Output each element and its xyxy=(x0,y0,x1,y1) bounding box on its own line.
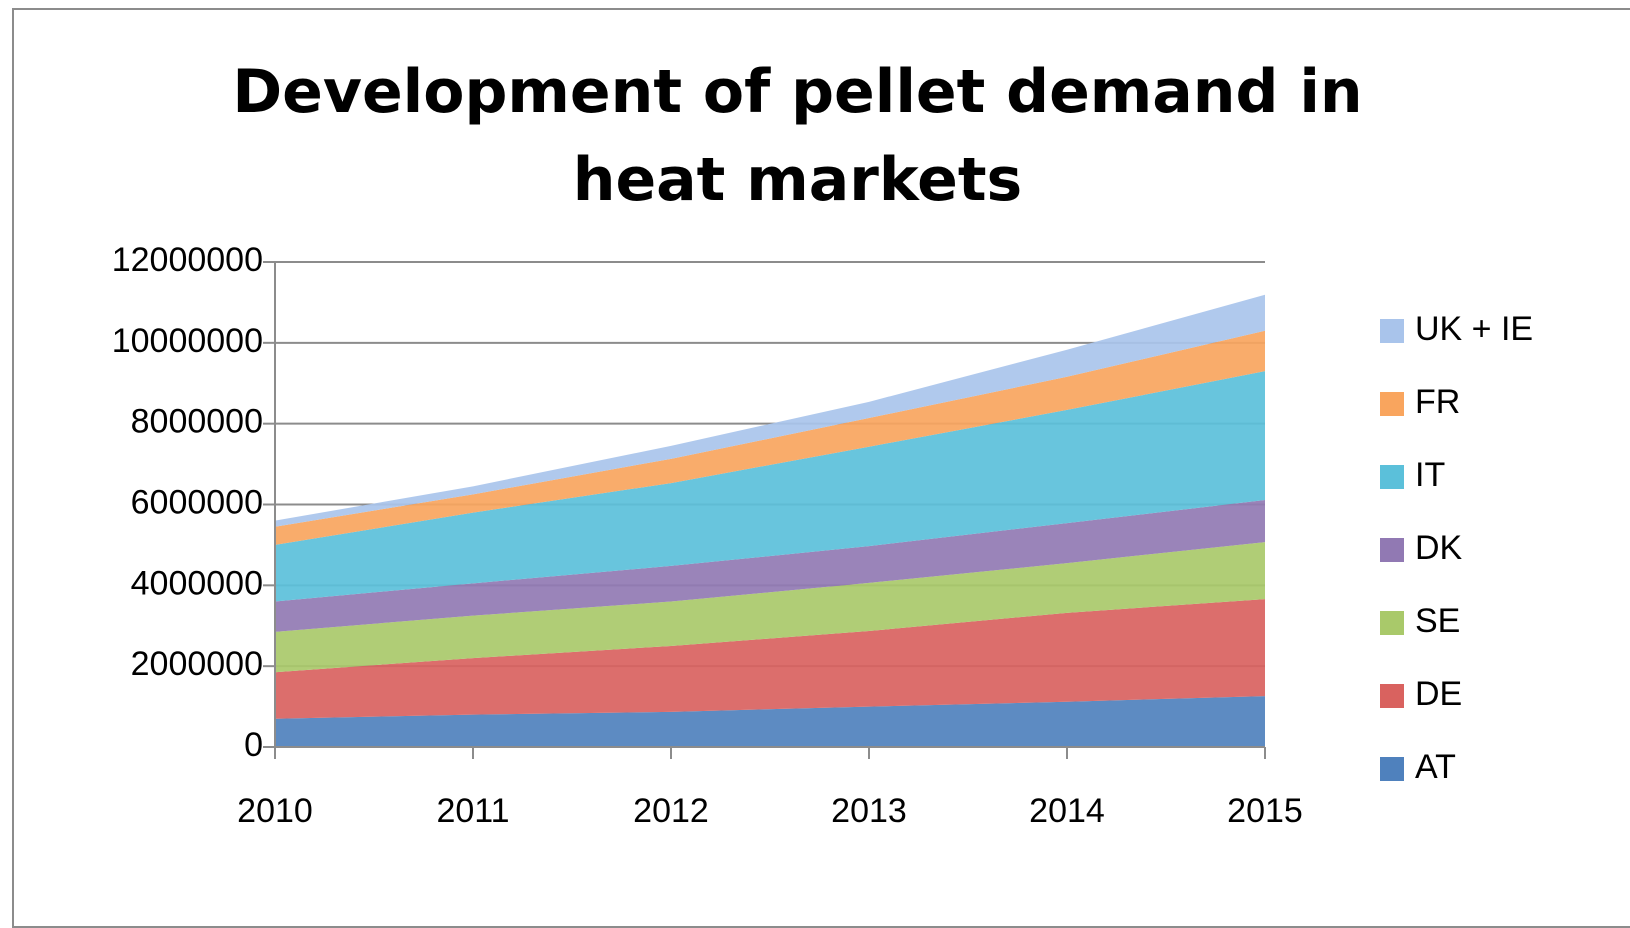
legend-swatch xyxy=(1380,757,1404,781)
area xyxy=(275,599,1265,719)
legend-swatch xyxy=(1380,611,1404,635)
area xyxy=(275,542,1265,673)
area xyxy=(275,294,1265,527)
x-tick-label: 2013 xyxy=(831,792,907,830)
x-tick-label: 2014 xyxy=(1029,792,1105,830)
legend-swatch xyxy=(1380,319,1404,343)
x-tick-label: 2011 xyxy=(436,792,509,830)
area xyxy=(275,696,1265,747)
y-tick-label: 10000000 xyxy=(112,322,263,360)
y-tick-label: 4000000 xyxy=(131,564,263,602)
y-tick-label: 6000000 xyxy=(131,483,263,521)
x-tick-label: 2012 xyxy=(633,792,709,830)
legend-label: FR xyxy=(1415,383,1460,421)
legend-swatch xyxy=(1380,392,1404,416)
legend-label: SE xyxy=(1415,602,1460,640)
page: {"chart_data": {"type": "stacked_area", … xyxy=(12,8,1630,928)
area xyxy=(275,330,1265,545)
area xyxy=(275,371,1265,602)
area xyxy=(275,500,1265,632)
legend-label: DE xyxy=(1415,675,1462,713)
y-tick-label: 2000000 xyxy=(131,645,263,683)
y-tick-label: 0 xyxy=(244,726,263,764)
legend-swatch xyxy=(1380,465,1404,489)
legend-swatch xyxy=(1380,538,1404,562)
x-tick-label: 2010 xyxy=(237,792,313,830)
legend-label: UK + IE xyxy=(1415,310,1533,348)
chart-title: Development of pellet demand in heat mar… xyxy=(232,57,1363,215)
chart: 0 2000000 4000000 6000000 8000000 10000000 120… xyxy=(112,241,1533,830)
legend-label: IT xyxy=(1415,456,1445,494)
legend-label: DK xyxy=(1415,529,1463,567)
y-tick-label: 8000000 xyxy=(131,403,263,441)
legend-label: AT xyxy=(1415,748,1456,786)
x-tick-label: 2015 xyxy=(1227,792,1303,830)
legend-swatch xyxy=(1380,684,1404,708)
y-tick-label: 12000000 xyxy=(112,241,263,279)
